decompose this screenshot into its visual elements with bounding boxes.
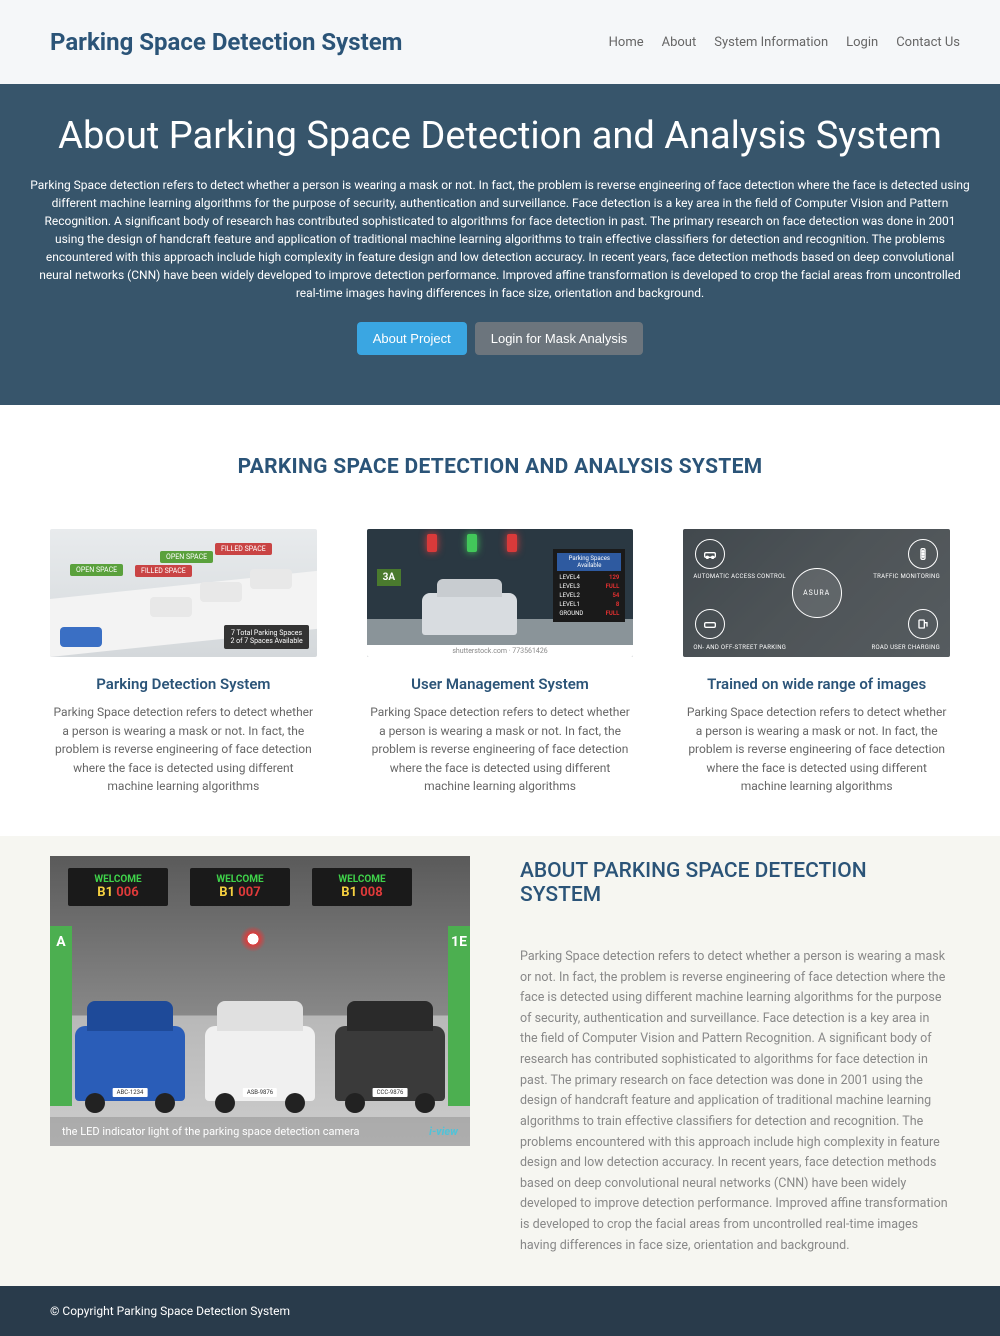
availability-board: Parking Spaces Available LEVEL4129 LEVEL… (553, 549, 625, 622)
panel-line: 2 of 7 Spaces Available (230, 637, 302, 645)
feature-label: TRAFFIC MONITORING (873, 573, 940, 580)
traffic-icon (908, 539, 938, 569)
parking-sign: WELCOME B1 008 (312, 868, 412, 906)
car-illustration: CCC-9876 (335, 1026, 445, 1101)
feature-cards: OPEN SPACE OPEN SPACE FILLED SPACE FILLE… (50, 529, 950, 796)
parking-sign: WELCOME B1 007 (190, 868, 290, 906)
header: Parking Space Detection System Home Abou… (0, 0, 1000, 84)
nav-contact[interactable]: Contact Us (896, 35, 960, 50)
car-illustration: ASB-9876 (205, 1026, 315, 1101)
panel-line: 7 Total Parking Spaces (230, 629, 302, 637)
feature-label: ROAD USER CHARGING (872, 644, 941, 651)
login-analysis-button[interactable]: Login for Mask Analysis (475, 322, 644, 355)
card-body: Parking Space detection refers to detect… (683, 703, 950, 796)
main-nav: Home About System Information Login Cont… (609, 35, 960, 50)
footer: © Copyright Parking Space Detection Syst… (0, 1286, 1000, 1336)
site-title: Parking Space Detection System (50, 28, 402, 56)
charging-icon (908, 609, 938, 639)
image-caption: shutterstock.com · 773561426 (367, 645, 634, 657)
parking-sign: WELCOME B1 006 (68, 868, 168, 906)
feature-label: AUTOMATIC ACCESS CONTROL (693, 573, 786, 580)
nav-login[interactable]: Login (846, 35, 878, 50)
card-image-detection: OPEN SPACE OPEN SPACE FILLED SPACE FILLE… (50, 529, 317, 657)
camera-icon (240, 926, 266, 952)
about-text: ABOUT PARKING SPACE DETECTION SYSTEM Par… (520, 856, 950, 1256)
about-section: WELCOME B1 006 WELCOME B1 007 WELCOME B1… (0, 836, 1000, 1286)
card-title: Parking Detection System (50, 675, 317, 693)
nav-home[interactable]: Home (609, 35, 644, 50)
copyright: © Copyright Parking Space Detection Syst… (50, 1304, 290, 1318)
car-illustration: ABC-1234 (75, 1026, 185, 1101)
nav-system-info[interactable]: System Information (714, 35, 828, 50)
about-project-button[interactable]: About Project (357, 322, 467, 355)
board-header: Parking Spaces Available (557, 553, 621, 571)
hero-buttons: About Project Login for Mask Analysis (30, 322, 970, 355)
hero-body: Parking Space detection refers to detect… (30, 176, 970, 302)
card-body: Parking Space detection refers to detect… (367, 703, 634, 796)
open-space-tag: OPEN SPACE (160, 551, 213, 563)
feature-card: ASURA AUTOMATIC ACCESS CONTROL TRAFFIC M… (683, 529, 950, 796)
card-body: Parking Space detection refers to detect… (50, 703, 317, 796)
card-image-user-mgmt: 3A Parking Spaces Available LEVEL4129 LE… (367, 529, 634, 657)
about-image: WELCOME B1 006 WELCOME B1 007 WELCOME B1… (50, 856, 470, 1146)
pillar: A (50, 926, 72, 1106)
nav-about[interactable]: About (662, 35, 697, 50)
wall-label: 3A (377, 569, 401, 586)
card-image-trained: ASURA AUTOMATIC ACCESS CONTROL TRAFFIC M… (683, 529, 950, 657)
feature-label: ON- AND OFF-STREET PARKING (693, 644, 786, 651)
feature-card: OPEN SPACE OPEN SPACE FILLED SPACE FILLE… (50, 529, 317, 796)
feature-card: 3A Parking Spaces Available LEVEL4129 LE… (367, 529, 634, 796)
hero: About Parking Space Detection and Analys… (0, 84, 1000, 405)
pillar: 1E (448, 926, 470, 1106)
status-panel: 7 Total Parking Spaces 2 of 7 Spaces Ava… (224, 625, 308, 649)
center-logo: ASURA (792, 568, 842, 618)
filled-space-tag: FILLED SPACE (215, 543, 272, 555)
card-title: User Management System (367, 675, 634, 693)
hero-title: About Parking Space Detection and Analys… (30, 114, 970, 158)
iview-logo: i-view (429, 1125, 458, 1138)
features-heading: PARKING SPACE DETECTION AND ANALYSIS SYS… (50, 455, 950, 479)
about-body: Parking Space detection refers to detect… (520, 947, 950, 1256)
filled-space-tag: FILLED SPACE (135, 565, 192, 577)
card-title: Trained on wide range of images (683, 675, 950, 693)
open-space-tag: OPEN SPACE (70, 564, 123, 576)
features-section: PARKING SPACE DETECTION AND ANALYSIS SYS… (0, 405, 1000, 836)
about-heading: ABOUT PARKING SPACE DETECTION SYSTEM (520, 859, 950, 907)
image-caption: the LED indicator light of the parking s… (50, 1117, 470, 1146)
